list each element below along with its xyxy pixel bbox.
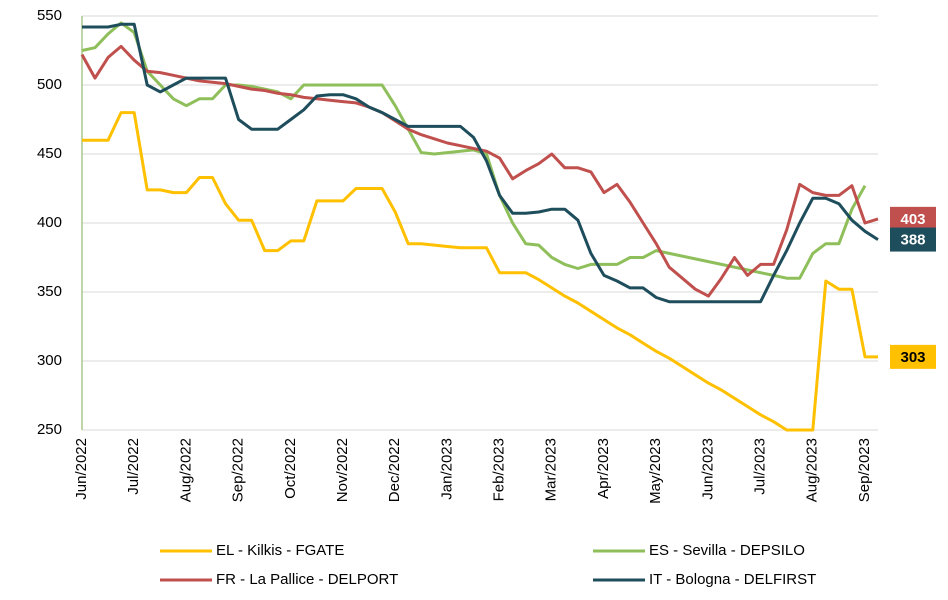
x-tick-label: Nov/2022 bbox=[334, 438, 351, 502]
x-tick-label: Mar/2023 bbox=[543, 438, 560, 501]
x-tick-label: Oct/2022 bbox=[282, 438, 299, 499]
x-tick-label: Sep/2022 bbox=[230, 438, 247, 502]
legend-label: IT - Bologna - DELFIRST bbox=[649, 571, 816, 588]
y-tick-label: 350 bbox=[37, 283, 62, 300]
x-tick-label: Jun/2023 bbox=[699, 438, 716, 500]
y-tick-label: 500 bbox=[37, 76, 62, 93]
x-tick-label: Sep/2023 bbox=[856, 438, 873, 502]
x-tick-label: Dec/2022 bbox=[386, 438, 403, 502]
x-tick-label: Jul/2023 bbox=[752, 438, 769, 495]
x-tick-label: Aug/2022 bbox=[177, 438, 194, 502]
series-line bbox=[80, 44, 879, 298]
series-line bbox=[82, 111, 878, 432]
legend-label: FR - La Pallice - DELPORT bbox=[216, 571, 398, 588]
y-tick-label: 550 bbox=[37, 7, 62, 24]
x-tick-label: Jul/2022 bbox=[125, 438, 142, 495]
end-label: 303 bbox=[900, 349, 925, 366]
x-tick-label: May/2023 bbox=[647, 438, 664, 504]
y-tick-label: 450 bbox=[37, 145, 62, 162]
series-line bbox=[81, 21, 867, 280]
end-label-box bbox=[890, 227, 936, 252]
end-label-box bbox=[890, 206, 936, 231]
y-tick-label: 400 bbox=[37, 214, 62, 231]
x-tick-label: Feb/2023 bbox=[491, 438, 508, 501]
x-tick-label: Aug/2023 bbox=[804, 438, 821, 502]
end-label-box bbox=[890, 344, 936, 369]
legend-label: ES - Sevilla - DEPSILO bbox=[649, 542, 805, 559]
x-tick-label: Jan/2023 bbox=[438, 438, 455, 500]
x-tick-label: Jun/2022 bbox=[73, 438, 90, 500]
y-tick-label: 300 bbox=[37, 352, 62, 369]
legend-label: EL - Kilkis - FGATE bbox=[216, 542, 344, 559]
end-label: 403 bbox=[900, 211, 925, 228]
end-label: 388 bbox=[900, 232, 925, 249]
x-tick-label: Apr/2023 bbox=[595, 438, 612, 499]
series-line bbox=[82, 22, 879, 304]
y-tick-label: 250 bbox=[37, 421, 62, 438]
